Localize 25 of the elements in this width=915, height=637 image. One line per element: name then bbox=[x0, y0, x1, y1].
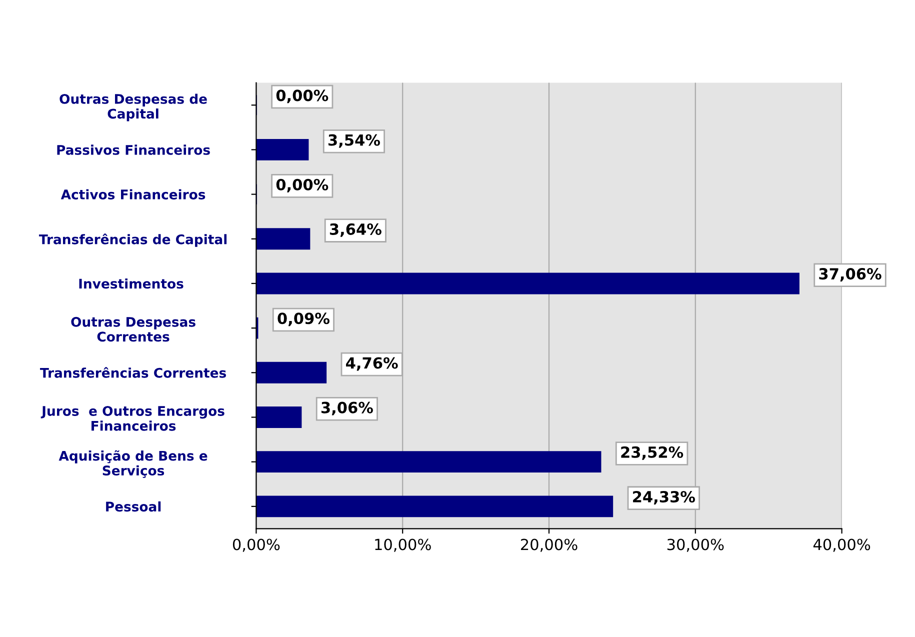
y-tick-label: Outras Despesas de Capital bbox=[60, 94, 207, 122]
data-label: 23,52% bbox=[621, 446, 684, 460]
y-tick-label: Passivos Financeiros bbox=[57, 144, 210, 155]
y-tick-label: Transferências de Capital bbox=[38, 234, 227, 247]
y-tick-label: Aquisição de Bens e Serviços bbox=[58, 450, 208, 478]
x-tick-label: 0,00% bbox=[232, 538, 280, 552]
y-tick-label: Investimentos bbox=[79, 278, 184, 289]
data-label: 0,00% bbox=[276, 90, 328, 104]
x-tick-label: 30,00% bbox=[667, 538, 724, 552]
y-tick-label: Pessoal bbox=[106, 501, 161, 512]
x-tick-label: 40,00% bbox=[813, 538, 870, 552]
data-label: 37,06% bbox=[819, 268, 882, 282]
y-tick-label: Juros e Outros Encargos Financeiros bbox=[40, 406, 224, 431]
x-tick-label: 20,00% bbox=[520, 538, 578, 552]
y-tick-label: Activos Financeiros bbox=[60, 189, 206, 200]
x-tick-label: 10,00% bbox=[375, 538, 431, 552]
data-label: 3,64% bbox=[330, 223, 382, 237]
data-label: 0,09% bbox=[278, 312, 330, 326]
data-label: 0,00% bbox=[276, 178, 328, 192]
data-label: 3,06% bbox=[321, 402, 373, 416]
y-tick-label: Transferências Correntes bbox=[40, 367, 226, 378]
data-label: 24,33% bbox=[633, 490, 695, 504]
data-label: 4,76% bbox=[346, 357, 398, 371]
data-label: 3,54% bbox=[328, 134, 380, 148]
y-tick-label: Outras Despesas Correntes bbox=[71, 316, 196, 342]
